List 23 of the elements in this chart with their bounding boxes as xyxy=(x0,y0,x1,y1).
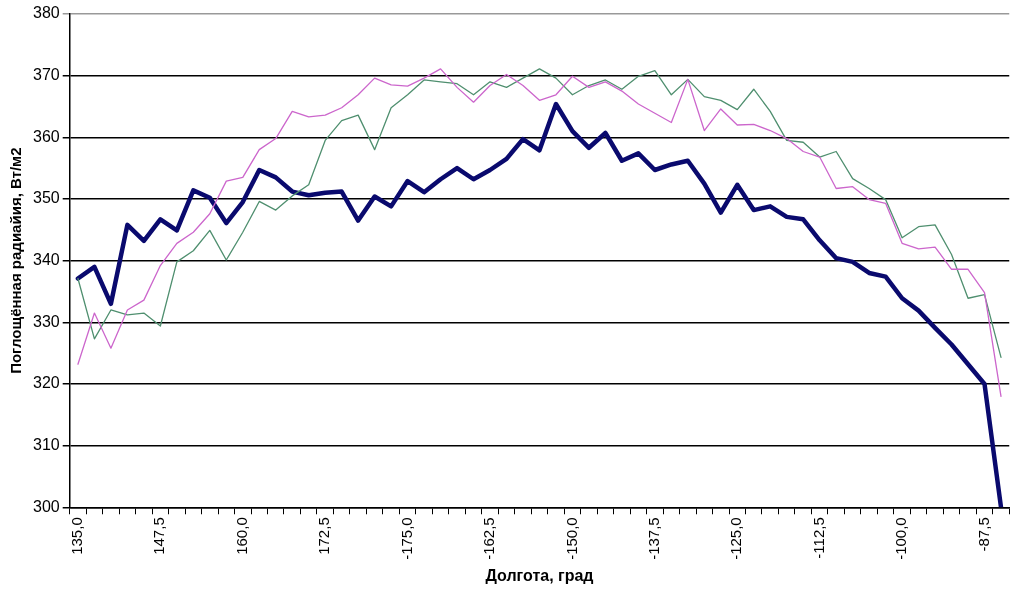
x-tick-label: -125,0 xyxy=(727,517,745,560)
y-axis-title: Поглощённая радиайия, Вт/м2 xyxy=(7,147,25,374)
x-tick-label: -100,0 xyxy=(892,517,910,560)
y-tick-label: 370 xyxy=(32,66,60,84)
x-tick-label: -162,5 xyxy=(480,517,498,560)
x-tick-label: -87,5 xyxy=(974,517,992,552)
x-tick-label: -175,0 xyxy=(397,517,415,560)
y-tick-label: 340 xyxy=(32,251,60,269)
x-tick-label: 172,5 xyxy=(315,517,333,555)
y-tick-label: 330 xyxy=(32,312,60,330)
y-tick-label: 310 xyxy=(32,436,60,454)
y-tick-label: 350 xyxy=(32,189,60,207)
x-tick-label: -150,0 xyxy=(562,517,580,560)
x-tick-label: 135,0 xyxy=(68,517,86,555)
y-tick-label: 300 xyxy=(32,497,60,515)
y-tick-label: 320 xyxy=(32,374,60,392)
x-tick-label: 160,0 xyxy=(232,517,250,555)
y-tick-label: 360 xyxy=(32,127,60,145)
x-tick-label: -112,5 xyxy=(809,517,827,559)
x-tick-label: 147,5 xyxy=(150,517,168,555)
x-axis-title: Долгота, град xyxy=(485,566,594,584)
x-tick-label: -137,5 xyxy=(644,517,662,560)
y-tick-label: 380 xyxy=(32,4,60,22)
